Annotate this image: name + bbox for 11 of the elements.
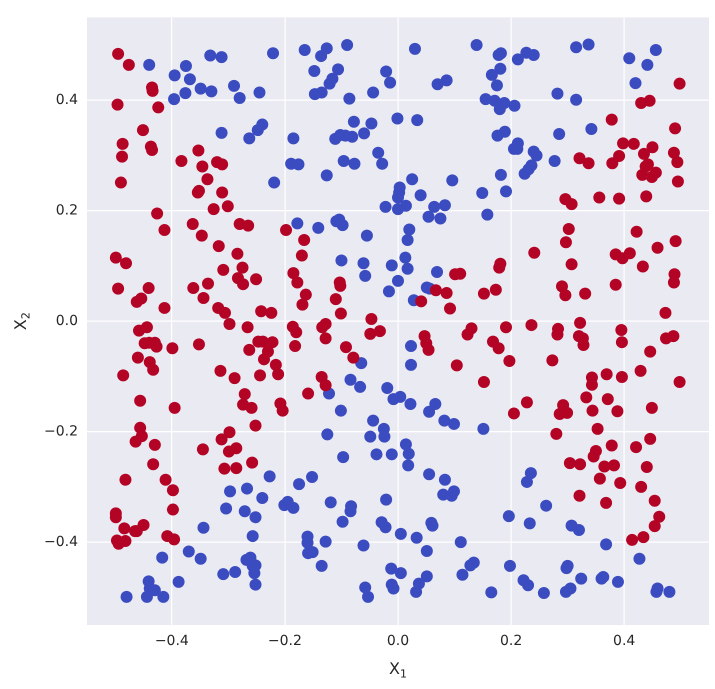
x-tick-label: −0.4: [154, 633, 189, 650]
x-tick-label: 0.2: [500, 633, 522, 650]
y-tick-label: 0.0: [56, 312, 78, 329]
x-tick-label: 0.4: [613, 633, 636, 650]
y-tick-label: 0.4: [56, 92, 78, 108]
x-tick-label: 0.0: [386, 633, 410, 650]
y-axis-title: X2: [11, 312, 33, 330]
y-tick-label: 0.2: [56, 202, 78, 218]
y-tick-label: −0.2: [44, 423, 78, 440]
y-tick-label: −0.4: [44, 534, 78, 550]
x-tick-label: −0.2: [268, 633, 302, 650]
